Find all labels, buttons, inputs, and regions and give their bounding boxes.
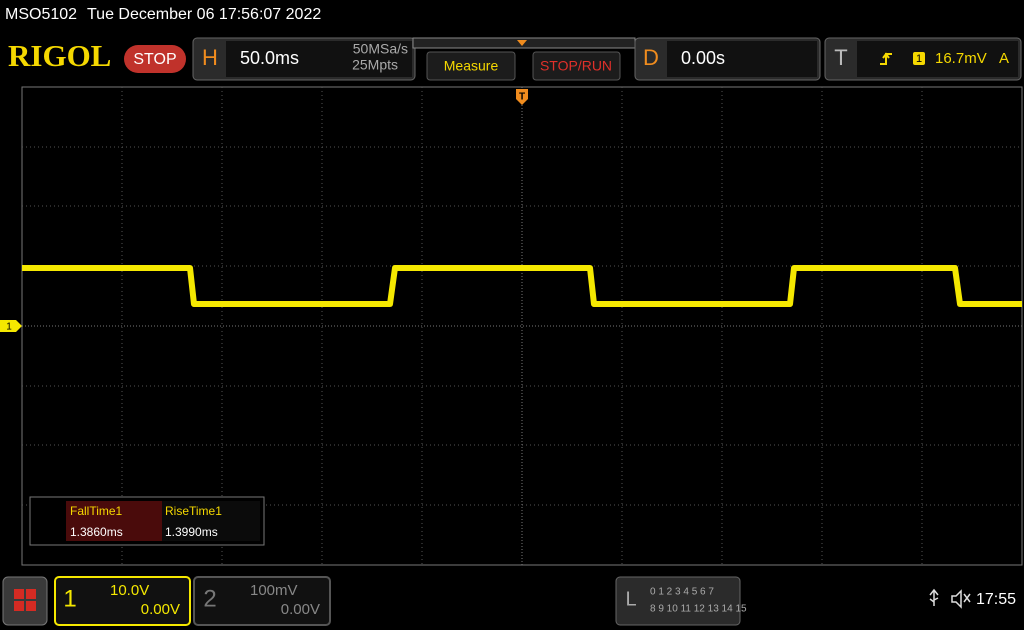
trigger-marker: [516, 89, 528, 105]
memory-depth: 25Mpts: [352, 57, 398, 73]
channel-marker-text: 1: [6, 322, 12, 333]
datetime: Tue December 06 17:56:07 2022: [87, 6, 321, 23]
source-badge: [913, 52, 925, 65]
ch2-scale: 100mV: [250, 582, 298, 599]
edge-icon: [880, 52, 892, 65]
measure-button[interactable]: [426, 51, 516, 81]
logic-panel[interactable]: [615, 576, 741, 626]
trigger-inner: [857, 41, 1018, 77]
ch2-number: 2: [203, 585, 216, 612]
waveform: [22, 265, 1022, 307]
ch1-offset: 0.00V: [141, 601, 180, 618]
delay-inner: [667, 41, 817, 77]
mute-icon[interactable]: [951, 589, 971, 609]
trigger-source: 1: [916, 53, 922, 65]
delay-value: 0.00s: [681, 48, 725, 68]
sample-rate: 50MSa/s: [353, 41, 408, 57]
horizontal-inner: [226, 41, 412, 77]
measure-header: RiseTime1: [165, 504, 222, 518]
ch1-number: 1: [63, 585, 76, 612]
measure-text: Measure: [444, 58, 499, 74]
measure-header: FallTime1: [70, 504, 123, 518]
channel2-panel[interactable]: [193, 576, 331, 626]
menu-button[interactable]: [2, 576, 48, 626]
trigger-mode: A: [999, 50, 1009, 67]
measure-value: 1.3990ms: [165, 525, 218, 539]
logic-row1: 0 1 2 3 4 5 6 7: [650, 587, 714, 598]
model: MSO5102: [5, 6, 77, 23]
logic-label: L: [625, 588, 636, 610]
stop-run-text: STOP/RUN: [540, 58, 612, 74]
channel1-panel[interactable]: [54, 576, 191, 626]
trigger-level: 16.7mV: [935, 50, 987, 67]
ch2-offset: 0.00V: [281, 601, 320, 618]
timebase: 50.0ms: [240, 48, 299, 68]
memory-marker: [517, 40, 527, 46]
d-label: D: [643, 45, 659, 70]
logo: RIGOL: [8, 38, 111, 73]
stop-run-button[interactable]: [532, 51, 621, 81]
ch1-scale: 10.0V: [110, 582, 149, 599]
usb-icon: [929, 588, 939, 606]
status-badge[interactable]: [124, 45, 186, 73]
status: STOP: [133, 51, 176, 68]
clock: 17:55: [976, 591, 1016, 608]
fall-cell: [66, 501, 162, 541]
channel-marker: [0, 320, 22, 332]
menu-icon: [14, 589, 36, 611]
t-label: T: [834, 45, 847, 70]
logic-row2: 8 9 10 11 12 13 14 15: [650, 604, 747, 615]
h-label: H: [202, 45, 218, 70]
trigger-marker-text: T: [519, 92, 525, 103]
rise-cell: [162, 501, 260, 541]
measure-value: 1.3860ms: [70, 525, 123, 539]
